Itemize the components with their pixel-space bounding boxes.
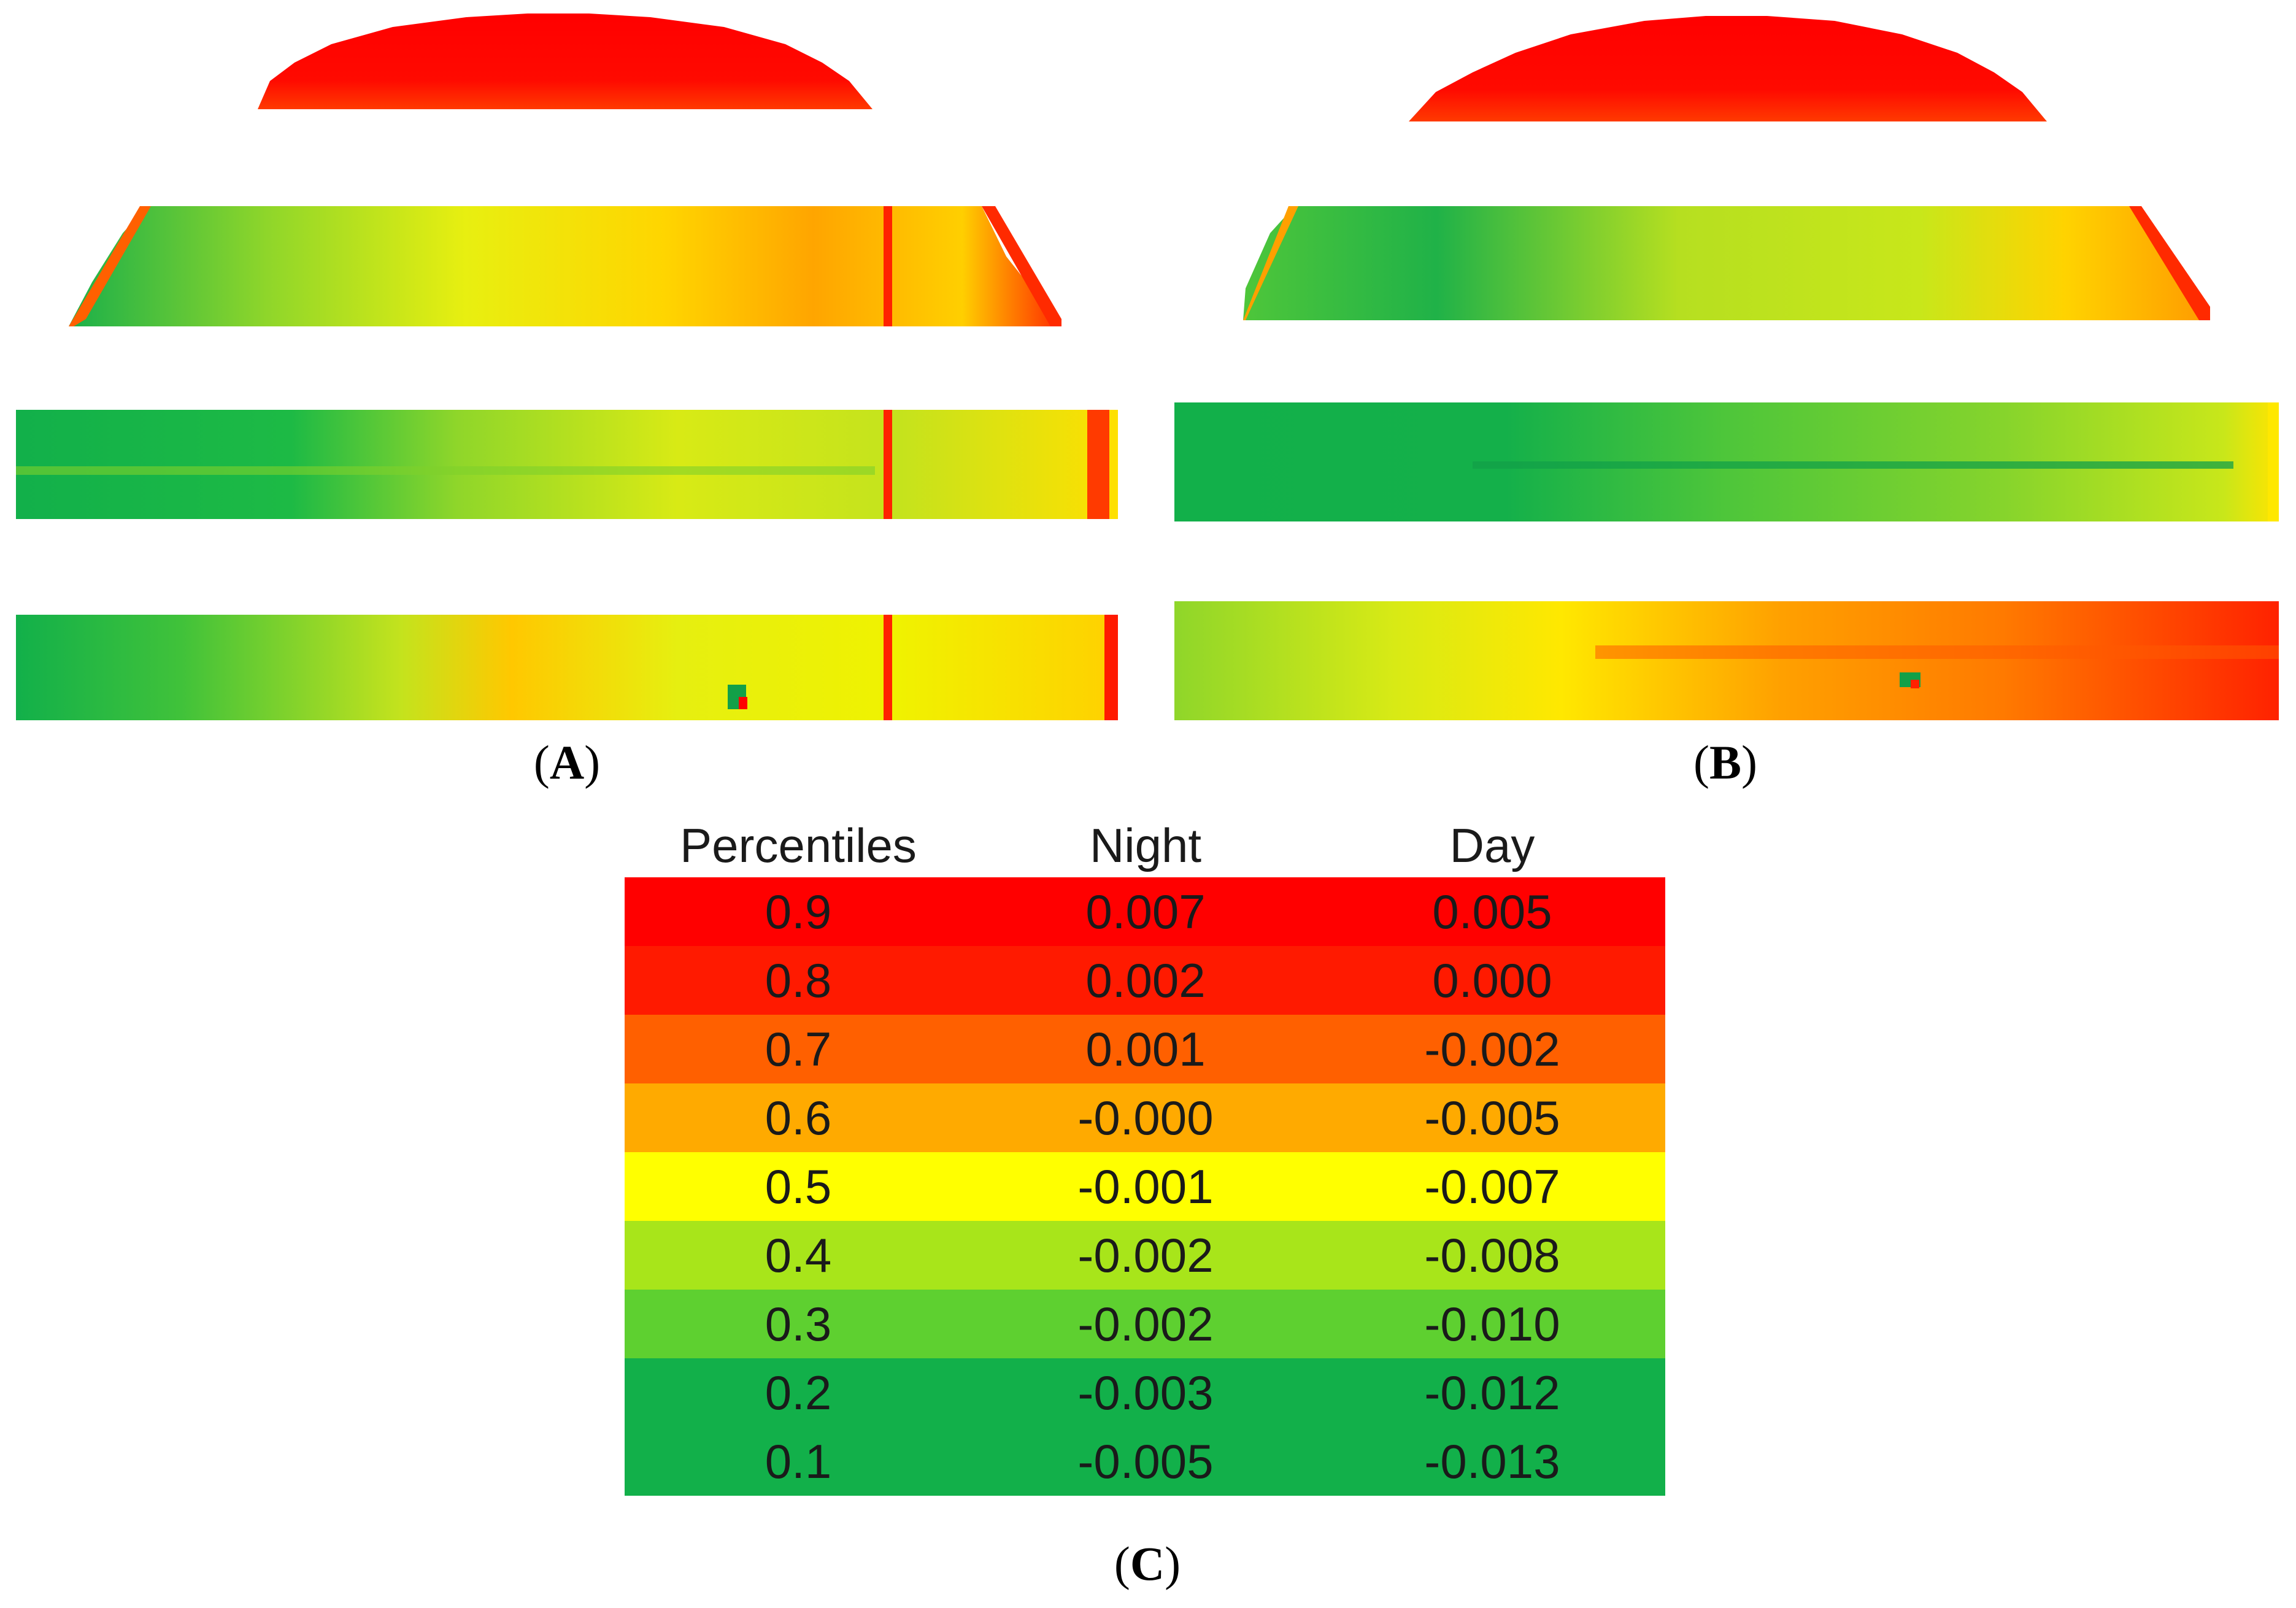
legend-cell-night: -0.002 — [1077, 1228, 1214, 1282]
legend-cell-day: -0.002 — [1424, 1021, 1560, 1076]
legend-row: 0.4 -0.002 -0.008 — [625, 1221, 1665, 1290]
panel-a-heatmap — [16, 13, 1118, 720]
legend-row: 0.5 -0.001 -0.007 — [625, 1152, 1665, 1221]
legend-cell-day: -0.012 — [1424, 1365, 1560, 1420]
panel-b-heatmap — [1174, 16, 2279, 720]
legend-row: 0.1 -0.005 -0.013 — [625, 1427, 1665, 1496]
panel-a-strip-2-red-edge — [1087, 410, 1109, 519]
panel-b-top-dome — [1409, 16, 2047, 121]
panel-a-strip-3 — [16, 615, 1118, 720]
panel-c-caption: (C) — [1114, 1537, 1181, 1590]
panel-a-strip-1-red-edge-left — [69, 206, 151, 326]
panel-b-strip-3 — [1174, 601, 2279, 720]
panel-b-caption: (B) — [1693, 736, 1757, 789]
legend-cell-night: -0.002 — [1077, 1296, 1214, 1351]
panel-a-strip-1-red-edge — [982, 206, 1061, 326]
legend-row: 0.2 -0.003 -0.012 — [625, 1358, 1665, 1427]
panel-b-strip-2-band — [1473, 461, 2233, 469]
panel-a-strip-1-red-line — [884, 206, 892, 326]
legend-cell-percentile: 0.6 — [765, 1090, 832, 1145]
legend-cell-day: -0.010 — [1424, 1296, 1560, 1351]
legend-row: 0.8 0.002 0.000 — [625, 946, 1665, 1015]
legend-cell-day: -0.007 — [1424, 1159, 1560, 1214]
percentile-legend-table: Percentiles Night Day 0.9 0.007 0.005 0.8 0.… — [625, 814, 1665, 1496]
panel-a-strip-2 — [16, 410, 1118, 519]
legend-cell-night: 0.007 — [1085, 884, 1206, 939]
panel-a-strip-3-red-line — [884, 615, 892, 720]
legend-cell-day: 0.000 — [1432, 953, 1552, 1007]
panel-a-strip-2-band — [16, 466, 875, 475]
legend-cell-percentile: 0.2 — [765, 1365, 832, 1420]
panel-b-strip-1-orange-edge — [1243, 206, 1298, 320]
panel-a-top-dome — [258, 13, 873, 109]
panel-b-strip-3-band — [1595, 645, 2279, 659]
legend-header-percentiles: Percentiles — [680, 818, 917, 872]
legend-row: 0.6 -0.000 -0.005 — [625, 1083, 1665, 1152]
legend-header-day: Day — [1449, 818, 1535, 872]
panel-a-strip-1 — [69, 206, 1061, 326]
legend-header-row: Percentiles Night Day — [625, 814, 1665, 877]
legend-cell-day: -0.005 — [1424, 1090, 1560, 1145]
panel-b-strip-2-right-edge — [2268, 402, 2279, 521]
panel-a-strip-3-red-edge — [1104, 615, 1118, 720]
legend-cell-percentile: 0.8 — [765, 953, 832, 1007]
legend-header-night: Night — [1089, 818, 1202, 872]
legend-cell-day: 0.005 — [1432, 884, 1552, 939]
legend-cell-night: -0.001 — [1077, 1159, 1214, 1214]
legend-cell-night: -0.005 — [1077, 1434, 1214, 1488]
panel-b-strip-1 — [1243, 206, 2210, 320]
panel-b-strip-3-red-spot — [1911, 680, 1919, 688]
legend-cell-day: -0.008 — [1424, 1228, 1560, 1282]
panel-a-strip-2-red-line — [884, 410, 892, 519]
legend-cell-percentile: 0.7 — [765, 1021, 832, 1076]
legend-cell-percentile: 0.4 — [765, 1228, 832, 1282]
legend-cell-night: -0.000 — [1077, 1090, 1214, 1145]
panel-a-caption: (A) — [533, 736, 601, 789]
panel-b-strip-1-red-edge — [2129, 206, 2210, 320]
legend-cell-night: 0.002 — [1085, 953, 1206, 1007]
legend-cell-day: -0.013 — [1424, 1434, 1560, 1488]
panel-a-strip-3-red-spot — [739, 697, 747, 709]
legend-cell-night: 0.001 — [1085, 1021, 1206, 1076]
legend-row: 0.7 0.001 -0.002 — [625, 1015, 1665, 1083]
legend-cell-night: -0.003 — [1077, 1365, 1214, 1420]
legend-cell-percentile: 0.5 — [765, 1159, 832, 1214]
legend-row: 0.3 -0.002 -0.010 — [625, 1290, 1665, 1358]
legend-cell-percentile: 0.9 — [765, 884, 832, 939]
legend-row: 0.9 0.007 0.005 — [625, 877, 1665, 946]
legend-cell-percentile: 0.1 — [765, 1434, 832, 1488]
legend-rows: 0.9 0.007 0.005 0.8 0.002 0.000 0.7 0.001 -0.002… — [625, 877, 1665, 1496]
legend-cell-percentile: 0.3 — [765, 1296, 832, 1351]
